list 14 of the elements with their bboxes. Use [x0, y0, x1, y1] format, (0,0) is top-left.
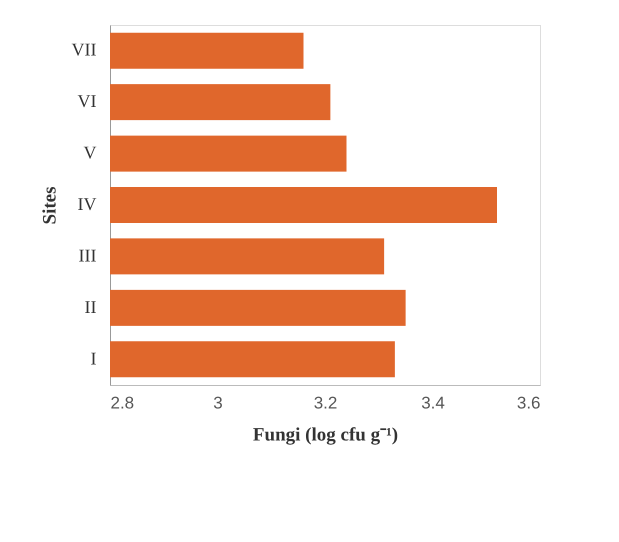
- y-tick-label: IV: [78, 194, 96, 214]
- y-tick-label: III: [78, 245, 97, 266]
- x-tick-label: 3.6: [516, 394, 540, 412]
- x-axis-title: Fungi (log cfu g⁻¹): [252, 424, 398, 446]
- y-tick-label: I: [90, 348, 96, 368]
- x-tick-label: 3.2: [314, 394, 338, 412]
- y-tick-label: II: [84, 296, 96, 317]
- x-tick-label: 3.4: [421, 394, 445, 412]
- y-tick-label: V: [84, 142, 96, 163]
- y-axis-title: Sites: [40, 186, 61, 224]
- y-tick-label: VII: [72, 40, 96, 60]
- x-tick-label: 3: [213, 394, 223, 412]
- x-tick-label: 2.8: [110, 394, 134, 412]
- y-tick-label: VI: [78, 91, 96, 112]
